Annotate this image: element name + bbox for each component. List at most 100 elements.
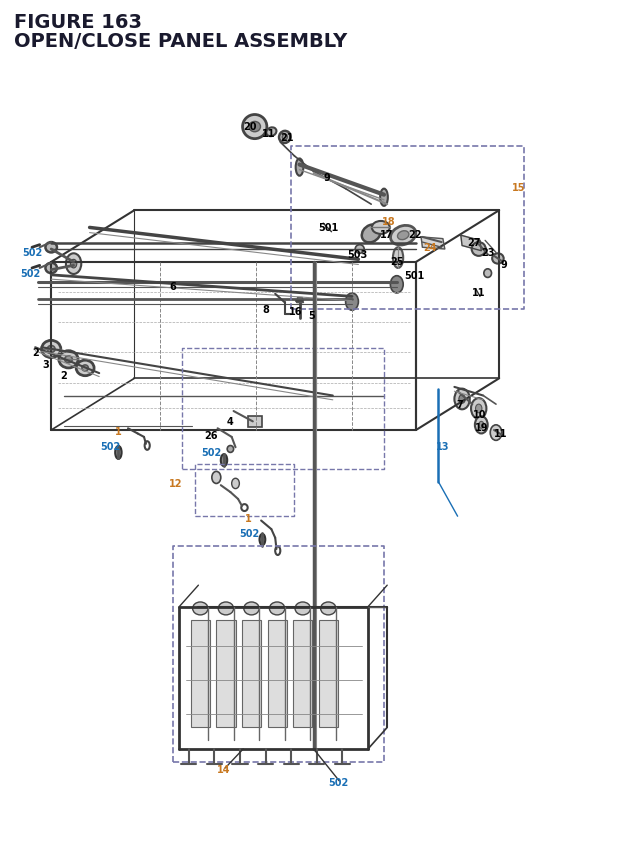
Text: 502: 502	[22, 247, 42, 257]
Text: 18: 18	[382, 217, 396, 227]
Ellipse shape	[372, 221, 390, 234]
Text: 11: 11	[472, 288, 486, 298]
Ellipse shape	[472, 243, 486, 257]
Ellipse shape	[321, 603, 336, 615]
Text: 12: 12	[168, 479, 182, 489]
Ellipse shape	[115, 447, 122, 460]
Ellipse shape	[59, 351, 78, 369]
Ellipse shape	[397, 232, 409, 240]
Text: 2: 2	[61, 370, 67, 381]
Text: 10: 10	[473, 409, 487, 419]
Text: 20: 20	[243, 121, 257, 132]
Circle shape	[390, 276, 403, 294]
Text: 502: 502	[239, 528, 260, 538]
Ellipse shape	[243, 115, 267, 139]
Text: 11: 11	[262, 128, 276, 139]
Text: 1: 1	[115, 426, 122, 437]
Ellipse shape	[221, 455, 227, 467]
Text: 19: 19	[474, 423, 488, 433]
Circle shape	[232, 479, 239, 489]
Text: 26: 26	[204, 430, 218, 441]
Circle shape	[476, 405, 482, 413]
Text: 2: 2	[32, 348, 38, 358]
Ellipse shape	[260, 534, 265, 546]
Circle shape	[471, 399, 486, 419]
Text: 22: 22	[408, 230, 422, 240]
Ellipse shape	[380, 189, 388, 207]
Circle shape	[479, 422, 484, 429]
Circle shape	[346, 294, 358, 311]
Ellipse shape	[76, 361, 94, 376]
Text: 25: 25	[390, 257, 404, 267]
Text: 5: 5	[308, 311, 315, 321]
Text: 4: 4	[227, 417, 234, 427]
Text: 502: 502	[201, 448, 221, 458]
Bar	[268, 620, 287, 728]
Bar	[319, 620, 338, 728]
Ellipse shape	[279, 132, 291, 144]
Ellipse shape	[218, 603, 234, 615]
Bar	[191, 620, 210, 728]
Text: 21: 21	[280, 133, 294, 143]
Bar	[216, 620, 236, 728]
Ellipse shape	[282, 135, 287, 140]
Circle shape	[490, 425, 502, 441]
Circle shape	[475, 417, 488, 434]
Text: 15: 15	[511, 183, 525, 193]
Text: 6: 6	[170, 282, 176, 292]
Ellipse shape	[269, 603, 285, 615]
Text: 27: 27	[467, 238, 481, 248]
Text: 502: 502	[20, 269, 40, 279]
Ellipse shape	[65, 356, 72, 363]
Circle shape	[212, 472, 221, 484]
Text: 9: 9	[501, 259, 508, 269]
Polygon shape	[461, 236, 481, 251]
Ellipse shape	[42, 341, 61, 358]
Ellipse shape	[249, 122, 260, 133]
Text: 8: 8	[262, 305, 269, 315]
Text: FIGURE 163: FIGURE 163	[14, 14, 142, 33]
Bar	[248, 417, 262, 427]
Text: 1: 1	[245, 513, 252, 523]
Text: 502: 502	[100, 442, 120, 452]
Text: 7: 7	[456, 400, 463, 410]
Text: 11: 11	[493, 429, 508, 439]
Ellipse shape	[47, 346, 55, 353]
Circle shape	[459, 395, 465, 404]
Ellipse shape	[45, 243, 57, 253]
Text: 23: 23	[481, 248, 495, 258]
Ellipse shape	[244, 603, 259, 615]
Ellipse shape	[492, 254, 504, 264]
Text: 17: 17	[380, 230, 394, 240]
Ellipse shape	[82, 365, 88, 372]
Text: 16: 16	[289, 307, 303, 317]
Text: 501: 501	[318, 222, 339, 232]
Text: 9: 9	[323, 173, 330, 183]
Ellipse shape	[296, 159, 303, 177]
Circle shape	[66, 254, 81, 275]
Ellipse shape	[362, 226, 381, 243]
Text: 3: 3	[43, 360, 49, 370]
Text: OPEN/CLOSE PANEL ASSEMBLY: OPEN/CLOSE PANEL ASSEMBLY	[14, 32, 348, 51]
Circle shape	[70, 260, 77, 269]
Ellipse shape	[390, 226, 416, 245]
Text: 502: 502	[328, 777, 348, 787]
Ellipse shape	[227, 446, 234, 453]
Ellipse shape	[295, 603, 310, 615]
Bar	[297, 298, 302, 303]
Ellipse shape	[393, 248, 403, 269]
Ellipse shape	[266, 128, 276, 137]
Ellipse shape	[45, 263, 57, 274]
Text: 13: 13	[436, 441, 450, 451]
Polygon shape	[421, 238, 445, 250]
Ellipse shape	[193, 603, 208, 615]
Bar	[293, 620, 312, 728]
Circle shape	[454, 389, 470, 410]
Ellipse shape	[355, 245, 364, 254]
Text: 24: 24	[423, 243, 437, 253]
Text: 14: 14	[217, 764, 231, 774]
Bar	[242, 620, 261, 728]
Text: 501: 501	[404, 270, 425, 281]
Text: 503: 503	[348, 250, 368, 260]
Ellipse shape	[484, 269, 492, 278]
